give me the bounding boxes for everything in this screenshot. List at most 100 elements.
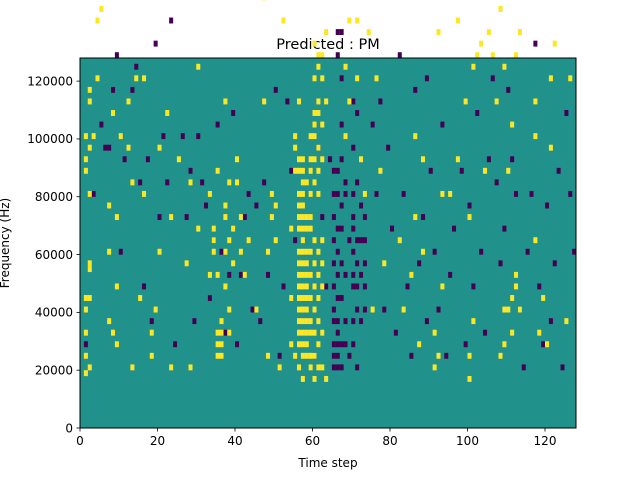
heatmap-cell-high (301, 249, 305, 255)
heatmap-cell-low (409, 353, 413, 359)
heatmap-cell-low (475, 110, 479, 116)
heatmap-cell-high (316, 98, 320, 104)
heatmap-cell-high (421, 249, 425, 255)
heatmap-cell-high (127, 98, 131, 104)
heatmap-cell-high (150, 353, 154, 359)
heatmap-cell-low (332, 353, 336, 359)
heatmap-cell-high (216, 168, 220, 174)
heatmap-cell-low (355, 364, 359, 370)
heatmap-cell-low (336, 272, 340, 278)
heatmap-cell-high (305, 214, 309, 220)
heatmap-cell-high (119, 133, 123, 139)
heatmap-cell-high (297, 249, 301, 255)
heatmap-cell-high (301, 191, 305, 197)
heatmap-cell-high (309, 214, 313, 220)
heatmap-cell-low (185, 214, 189, 220)
heatmap-cell-high (227, 307, 231, 313)
heatmap-cell-high (313, 110, 317, 116)
heatmap-cell-low (460, 168, 464, 174)
heatmap-cell-high (297, 330, 301, 336)
heatmap-cell-high (84, 370, 88, 376)
heatmap-cell-high (247, 237, 251, 243)
heatmap-cell-high (316, 110, 320, 116)
heatmap-cell-high (115, 341, 119, 347)
heatmap-cell-low (189, 168, 193, 174)
heatmap-cell-high (216, 330, 220, 336)
heatmap-cell-high (313, 307, 317, 313)
heatmap-cell-high (316, 145, 320, 151)
heatmap-cell-high (533, 133, 537, 139)
heatmap-cell-high (107, 203, 111, 209)
heatmap-cell-high (88, 260, 92, 266)
heatmap-cell-low (181, 133, 185, 139)
heatmap-cell-low (413, 87, 417, 93)
heatmap-cell-high (220, 353, 224, 359)
heatmap-cell-low (371, 122, 375, 128)
heatmap-cell-high (320, 237, 324, 243)
heatmap-cell-high (468, 353, 472, 359)
heatmap-cell-high (297, 260, 301, 266)
heatmap-cell-low (553, 260, 557, 266)
heatmap-cell-high (301, 376, 305, 382)
heatmap-cell-high (84, 133, 88, 139)
heatmap-cell-low (332, 191, 336, 197)
heatmap-cell-high (96, 75, 100, 81)
heatmap-cell-high (111, 110, 115, 116)
heatmap-cell-high (96, 18, 100, 24)
heatmap-cell-high (510, 122, 514, 128)
heatmap-cell-low (359, 272, 363, 278)
heatmap-cell-high (297, 295, 301, 301)
heatmap-cell-low (266, 272, 270, 278)
heatmap-cell-low (243, 214, 247, 220)
heatmap-cell-high (107, 249, 111, 255)
heatmap-cell-high (437, 353, 441, 359)
heatmap-cell-high (487, 29, 491, 35)
heatmap-cell-high (313, 133, 317, 139)
heatmap-cell-high (208, 191, 212, 197)
heatmap-cell-high (355, 18, 359, 24)
heatmap-cell-low (351, 249, 355, 255)
heatmap-cell-low (220, 249, 224, 255)
heatmap-cell-high (297, 364, 301, 370)
heatmap-cell-high (309, 353, 313, 359)
heatmap-cell-low (115, 52, 119, 58)
heatmap-cell-low (344, 179, 348, 185)
heatmap-cell-high (347, 98, 351, 104)
heatmap-cell-low (223, 330, 227, 336)
x-tick-label: 20 (150, 434, 165, 448)
heatmap-cell-high (316, 249, 320, 255)
heatmap-cell-low (499, 260, 503, 266)
heatmap-cell-high (320, 283, 324, 289)
heatmap-cell-low (154, 41, 158, 47)
heatmap-cell-low (134, 64, 138, 70)
heatmap-cell-high (88, 295, 92, 301)
heatmap-cell-high (316, 64, 320, 70)
heatmap-cell-high (301, 353, 305, 359)
heatmap-cell-low (479, 249, 483, 255)
heatmap-cell-low (336, 29, 340, 35)
heatmap-cell-low (378, 98, 382, 104)
plot-background (80, 58, 576, 428)
heatmap-cell-low (336, 318, 340, 324)
heatmap-cell-low (289, 168, 293, 174)
heatmap-cell-high (320, 52, 324, 58)
heatmap-cell-high (262, 98, 266, 104)
heatmap-cell-high (316, 191, 320, 197)
heatmap-cell-high (320, 364, 324, 370)
heatmap-cell-low (130, 87, 134, 93)
heatmap-cell-high (84, 295, 88, 301)
heatmap-cell-high (84, 307, 88, 313)
heatmap-cell-high (99, 6, 103, 12)
heatmap-cell-low (444, 353, 448, 359)
heatmap-cell-low (340, 29, 344, 35)
heatmap-cell-high (316, 52, 320, 58)
heatmap-cell-high (309, 226, 313, 232)
heatmap-cell-high (301, 295, 305, 301)
heatmap-cell-low (351, 272, 355, 278)
heatmap-cell-high (134, 75, 138, 81)
heatmap-cell-high (169, 214, 173, 220)
heatmap-cell-high (297, 214, 301, 220)
heatmap-cell-low (150, 318, 154, 324)
heatmap-cell-low (332, 214, 336, 220)
heatmap-cell-high (301, 272, 305, 278)
